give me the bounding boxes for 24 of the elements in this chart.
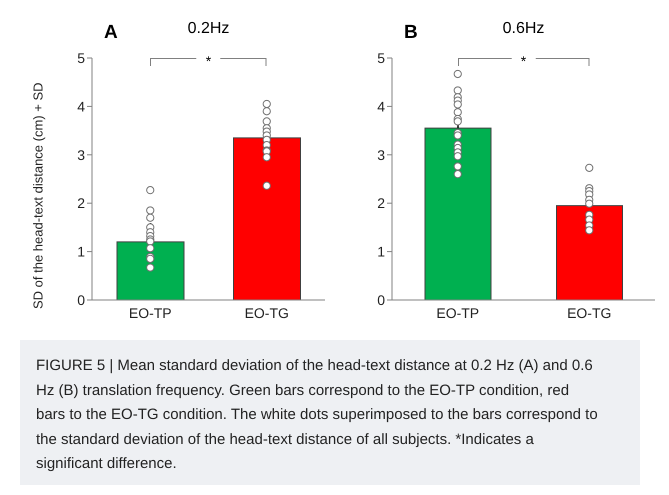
x-tick-label: EO-TG (244, 304, 289, 321)
chart-title: 0.2Hz (188, 20, 230, 37)
y-tick-label: 5 (77, 50, 86, 66)
caption: FIGURE 5 | Mean standard deviation of the head-text distance at 0.2 Hz (A) and 0.6 Hz (B) translation frequency. Green bars correspond to the EO-TP condition, red bars to the EO-TG condition. The white dots superimposed to the bars correspond to the standard deviation of the head-text distance of all subjects. *Indicates a significant difference. (20, 340, 640, 485)
y-tick-label: 0 (77, 292, 86, 308)
y-tick-label: 1 (377, 244, 386, 260)
y-tick-label: 3 (377, 146, 386, 163)
y-tick-label: 3 (77, 146, 86, 163)
x-tick-label: EO-TP (436, 304, 480, 321)
text: A (104, 22, 118, 44)
y-tick-label: 4 (77, 98, 86, 114)
y-tick-label: 0 (377, 292, 386, 308)
chart-title: 0.6Hz (502, 20, 544, 37)
x-tick-label: EO-TP (128, 304, 172, 321)
annotation: * (520, 53, 528, 69)
y-tick-label: 2 (377, 195, 386, 212)
y-tick-label: 5 (377, 50, 386, 66)
x-tick-label: EO-TG (567, 304, 612, 321)
text: B (404, 22, 418, 44)
y-tick-label: 4 (377, 98, 386, 114)
y-tick-label: 2 (77, 195, 86, 212)
y-axis-title: SD of the head-text distance (cm) + SD (30, 82, 46, 309)
y-tick-label: 1 (77, 244, 86, 260)
annotation: * (204, 53, 212, 69)
